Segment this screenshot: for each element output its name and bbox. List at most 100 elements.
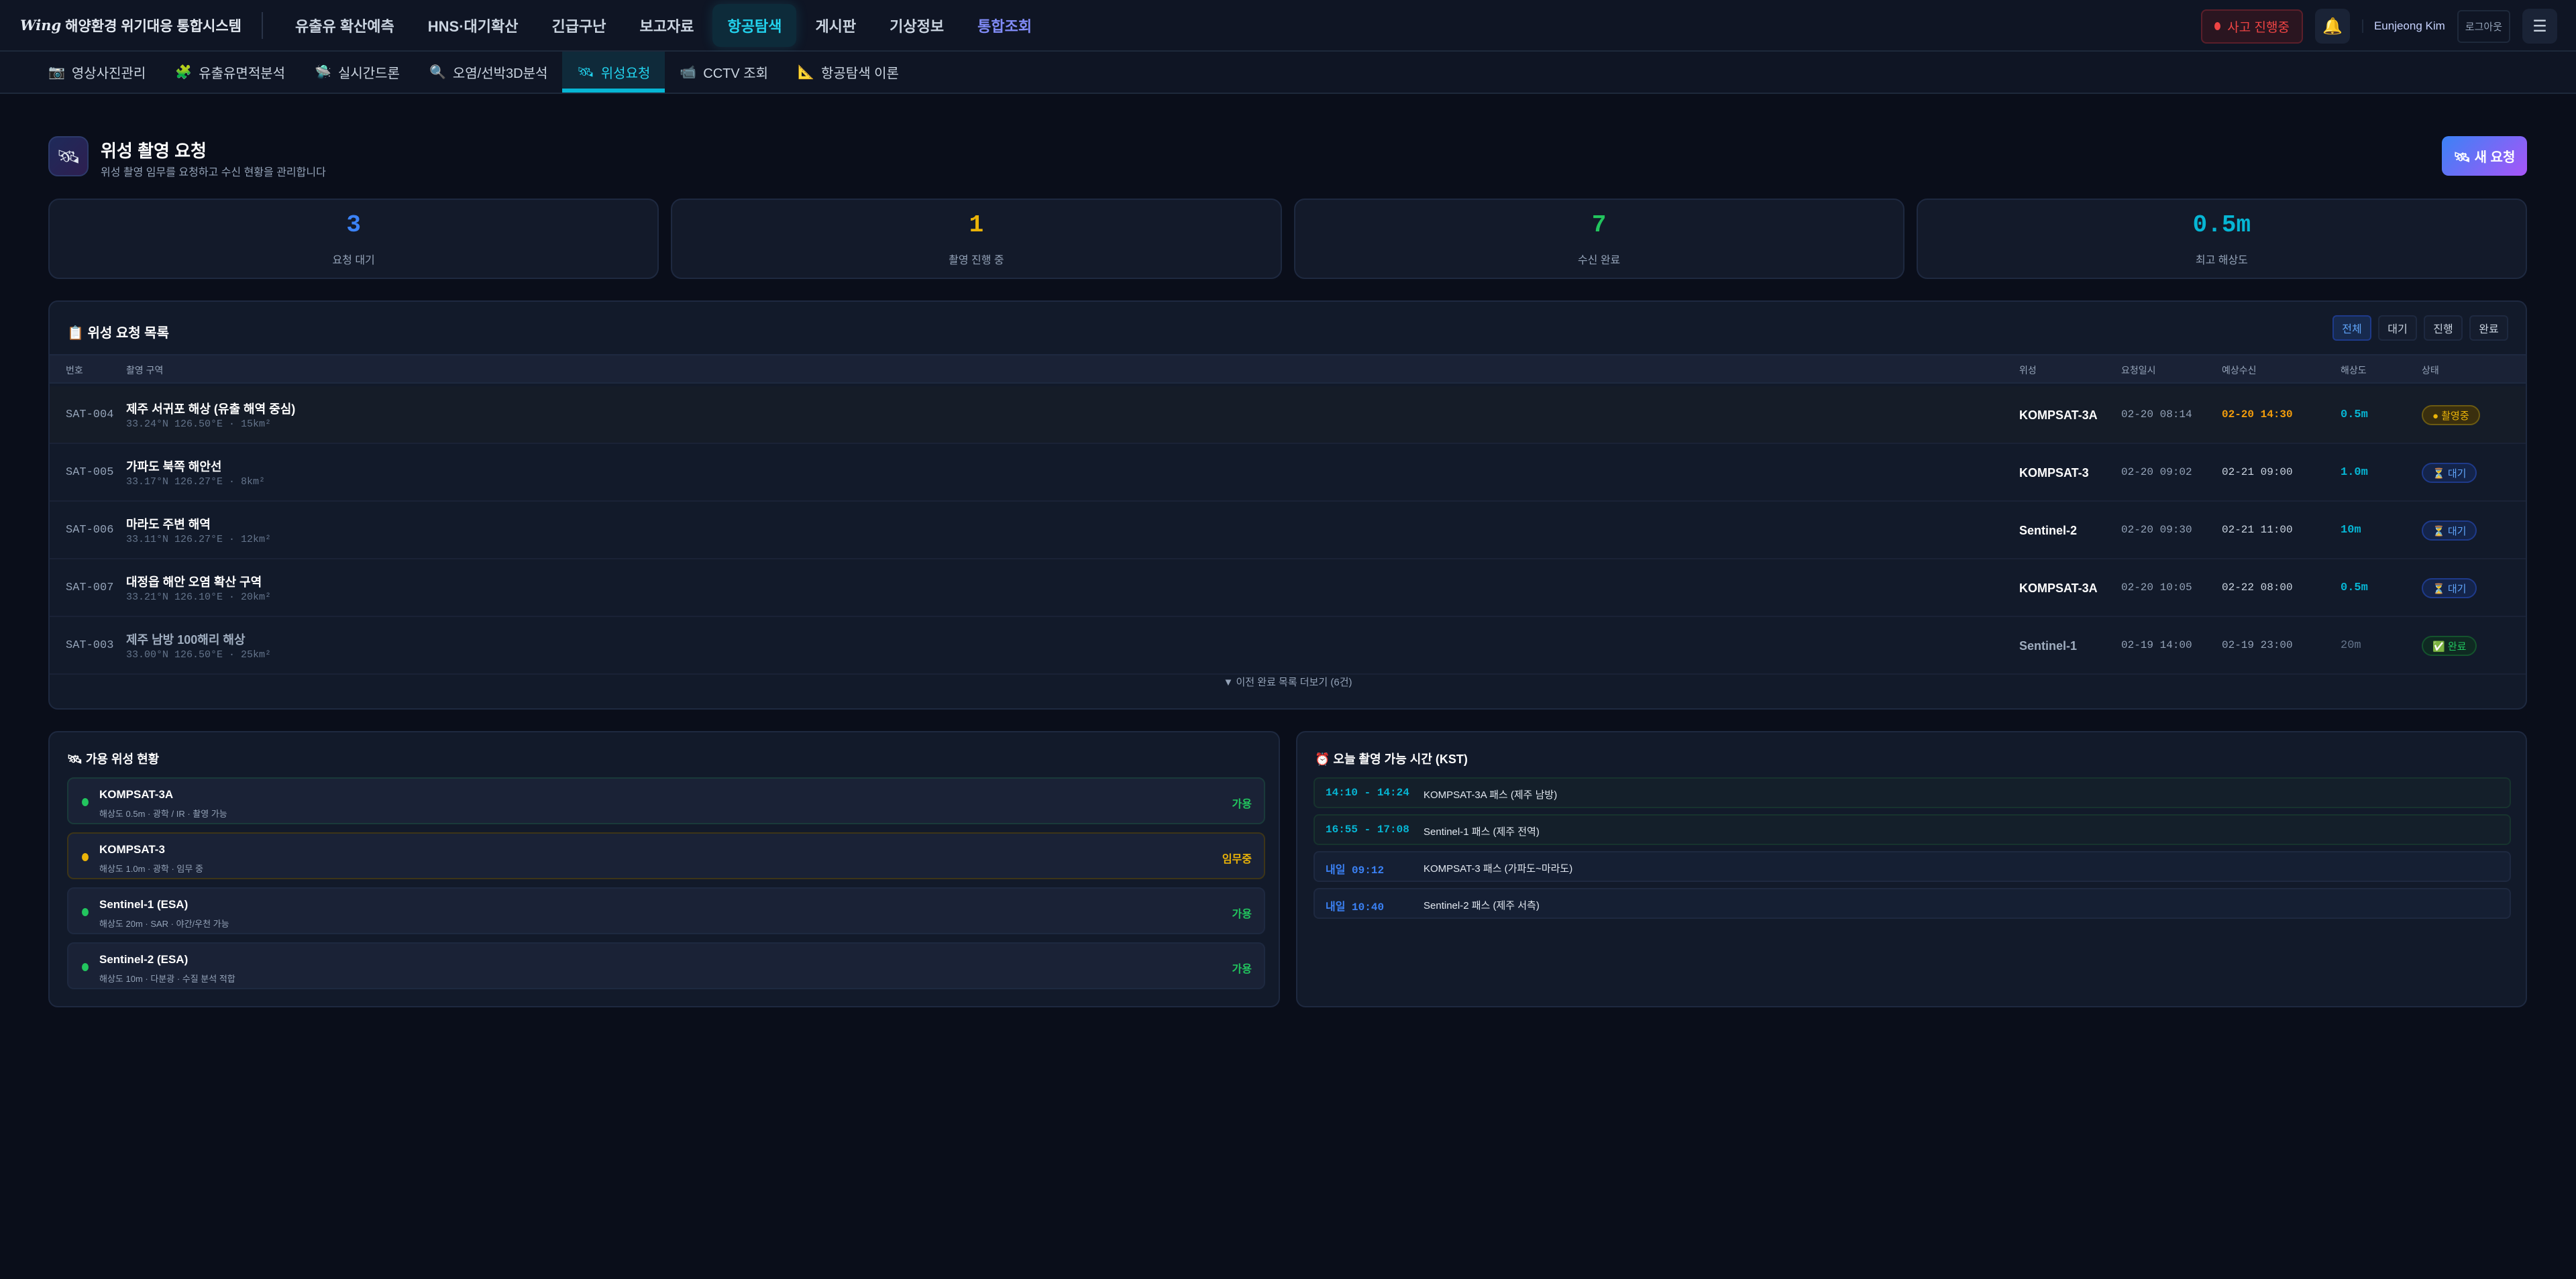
satellite-item[interactable]: KOMPSAT-3 해상도 1.0m · 광학 · 임무 중 임무중: [67, 832, 1265, 879]
nav-item[interactable]: 항공탐색: [712, 3, 797, 47]
show-more-link[interactable]: ▼ 이전 완료 목록 더보기 (6건): [1223, 677, 1352, 688]
status-dot-icon: [82, 963, 89, 971]
incident-status-button[interactable]: 사고 진행중: [2201, 9, 2303, 44]
column-header: 해상도: [2341, 365, 2367, 376]
pass-item[interactable]: 내일 09:12 KOMPSAT-3 패스 (가파도~마라도): [1313, 851, 2511, 882]
filter-button[interactable]: 전체: [2332, 315, 2371, 341]
satellite-icon: 🛰: [48, 136, 89, 176]
page-title: 위성 촬영 요청: [101, 141, 207, 161]
tab-label: 위성요청: [600, 66, 651, 81]
area-name: 제주 남방 100해리 해상: [126, 633, 246, 647]
column-header: 번호: [66, 365, 83, 376]
tab-label: 유출유면적분석: [199, 66, 286, 81]
pass-desc: Sentinel-2 패스 (제주 서측): [1424, 900, 1540, 911]
stat-card: 0.5m 최고 해상도: [1916, 199, 2527, 279]
logout-button[interactable]: 로그아웃: [2457, 9, 2510, 43]
tab-icon: 📹: [680, 65, 697, 80]
app-title: 해양환경 위기대응 통합시스템: [65, 18, 241, 34]
logo-mark: Wing: [20, 17, 62, 34]
stat-card: 3 요청 대기: [48, 199, 659, 279]
area-coords: 33.24°N 126.50°E · 15km²: [126, 419, 272, 430]
nav-item[interactable]: HNS·대기확산: [427, 17, 519, 35]
table-row[interactable]: SAT-003 제주 남방 100해리 해상 33.00°N 126.50°E · …: [50, 617, 2526, 675]
nav-item[interactable]: 유출유 확산예측: [294, 17, 394, 35]
tab-icon: 🛰: [577, 65, 594, 80]
subnav-tab[interactable]: 🧩 유출유면적분석: [160, 52, 300, 93]
satellite-desc: 해상도 20m · SAR · 야간/우천 가능: [99, 919, 229, 929]
status-badge: ● 촬영중: [2422, 405, 2480, 425]
column-header: 상태: [2422, 365, 2439, 376]
tab-icon: 🛸: [315, 65, 331, 80]
table-row[interactable]: SAT-004 제주 서귀포 해상 (유출 해역 중심) 33.24°N 126.5…: [50, 386, 2526, 444]
stat-label: 수신 완료: [1577, 254, 1621, 266]
bell-icon[interactable]: 🔔: [2314, 9, 2350, 44]
satellite-item[interactable]: KOMPSAT-3A 해상도 0.5m · 광학 / IR · 촬영 가능 가용: [67, 777, 1265, 824]
tab-label: 오염/선박3D분석: [452, 66, 548, 81]
pass-desc: Sentinel-1 패스 (제주 전역): [1424, 826, 1540, 838]
page-subtitle: 위성 촬영 임무를 요청하고 수신 현황을 관리합니다: [101, 167, 326, 178]
subnav-tab[interactable]: 📹 CCTV 조회: [665, 52, 783, 93]
expected-receive-time: 02-20 14:30: [2222, 408, 2293, 421]
pass-time: 16:55 - 17:08: [1326, 824, 1409, 836]
resolution: 1.0m: [2341, 466, 2368, 479]
subnav-tab[interactable]: 📐 항공탐색 이론: [783, 52, 914, 93]
table-row[interactable]: SAT-006 마라도 주변 해역 33.11°N 126.27°E · 12km²…: [50, 502, 2526, 559]
nav-item[interactable]: 보고자료: [639, 17, 694, 35]
satellite-item[interactable]: Sentinel-1 (ESA) 해상도 20m · SAR · 야간/우천 가능…: [67, 887, 1265, 934]
satellite-status: 가용: [1232, 799, 1252, 810]
table-row[interactable]: SAT-007 대정읍 해안 오염 확산 구역 33.21°N 126.10°E ·…: [50, 559, 2526, 617]
request-time: 02-20 10:05: [2121, 581, 2192, 594]
new-request-button[interactable]: 🛰 새 요청: [2442, 136, 2527, 176]
pass-desc: KOMPSAT-3A 패스 (제주 남방): [1424, 789, 1558, 801]
satellite-desc: 해상도 1.0m · 광학 · 임무 중: [99, 864, 203, 874]
request-id: SAT-003: [66, 639, 114, 652]
app-logo[interactable]: Wing 해양환경 위기대응 통합시스템: [20, 11, 263, 39]
nav-item[interactable]: 통합조회: [977, 17, 1032, 35]
area-name: 대정읍 해안 오염 확산 구역: [126, 575, 262, 589]
subnav-tab[interactable]: 🔍 오염/선박3D분석: [415, 52, 562, 93]
pass-item[interactable]: 내일 10:40 Sentinel-2 패스 (제주 서측): [1313, 888, 2511, 919]
request-time: 02-20 09:30: [2121, 524, 2192, 536]
resolution: 20m: [2341, 639, 2361, 652]
satellites-title: 🛰 가용 위성 현황: [67, 753, 160, 766]
pass-time: 14:10 - 14:24: [1326, 787, 1409, 799]
filter-button[interactable]: 대기: [2378, 315, 2417, 341]
tab-label: 영상사진관리: [71, 66, 146, 81]
request-time: 02-20 08:14: [2121, 408, 2192, 421]
main-nav: 유출유 확산예측 HNS·대기확산 긴급구난 보고자료 항공탐색 게시판 기상정보 통합조회: [280, 3, 1046, 47]
table-row[interactable]: SAT-005 가파도 북쪽 해안선 33.17°N 126.27°E · 8km²…: [50, 444, 2526, 502]
satellite-name: Sentinel-2: [2019, 524, 2078, 537]
nav-item[interactable]: 게시판: [815, 17, 857, 35]
pass-item[interactable]: 14:10 - 14:24 KOMPSAT-3A 패스 (제주 남방): [1313, 777, 2511, 808]
filter-button[interactable]: 완료: [2469, 315, 2508, 341]
satellite-name: KOMPSAT-3A: [2019, 581, 2098, 595]
status-dot-icon: [82, 853, 89, 861]
subnav-tab[interactable]: 📷 영상사진관리: [34, 52, 160, 93]
satellite-item[interactable]: Sentinel-2 (ESA) 해상도 10m · 다분광 · 수질 분석 적합…: [67, 942, 1265, 989]
pass-title: ⏰ 오늘 촬영 가능 시간 (KST): [1315, 753, 1468, 766]
nav-item[interactable]: 기상정보: [890, 17, 945, 35]
satellite-status: 가용: [1232, 964, 1252, 975]
column-header: 촬영 구역: [126, 365, 164, 376]
area-coords: 33.11°N 126.27°E · 12km²: [126, 534, 272, 545]
satellite-name: KOMPSAT-3A: [99, 788, 174, 801]
filter-button[interactable]: 진행: [2424, 315, 2463, 341]
tab-label: CCTV 조회: [703, 66, 769, 81]
status-badge: ⏳ 대기: [2422, 520, 2477, 541]
stat-value: 3: [346, 211, 361, 239]
menu-icon[interactable]: ☰: [2522, 9, 2557, 44]
subnav-tab[interactable]: 🛰 위성요청: [562, 52, 665, 93]
tab-icon: 📷: [48, 65, 65, 80]
pass-item[interactable]: 16:55 - 17:08 Sentinel-1 패스 (제주 전역): [1313, 814, 2511, 845]
column-header: 요청일시: [2121, 365, 2156, 376]
pass-desc: KOMPSAT-3 패스 (가파도~마라도): [1424, 863, 1573, 875]
area-name: 마라도 주변 해역: [126, 518, 211, 531]
area-coords: 33.00°N 126.50°E · 25km²: [126, 649, 272, 661]
expected-receive-time: 02-19 23:00: [2222, 639, 2293, 651]
nav-item[interactable]: 긴급구난: [551, 17, 606, 35]
subnav-tab[interactable]: 🛸 실시간드론: [300, 52, 415, 93]
status-badge: ⏳ 대기: [2422, 463, 2477, 483]
resolution: 0.5m: [2341, 408, 2368, 421]
request-id: SAT-004: [66, 408, 114, 421]
request-time: 02-19 14:00: [2121, 639, 2192, 651]
